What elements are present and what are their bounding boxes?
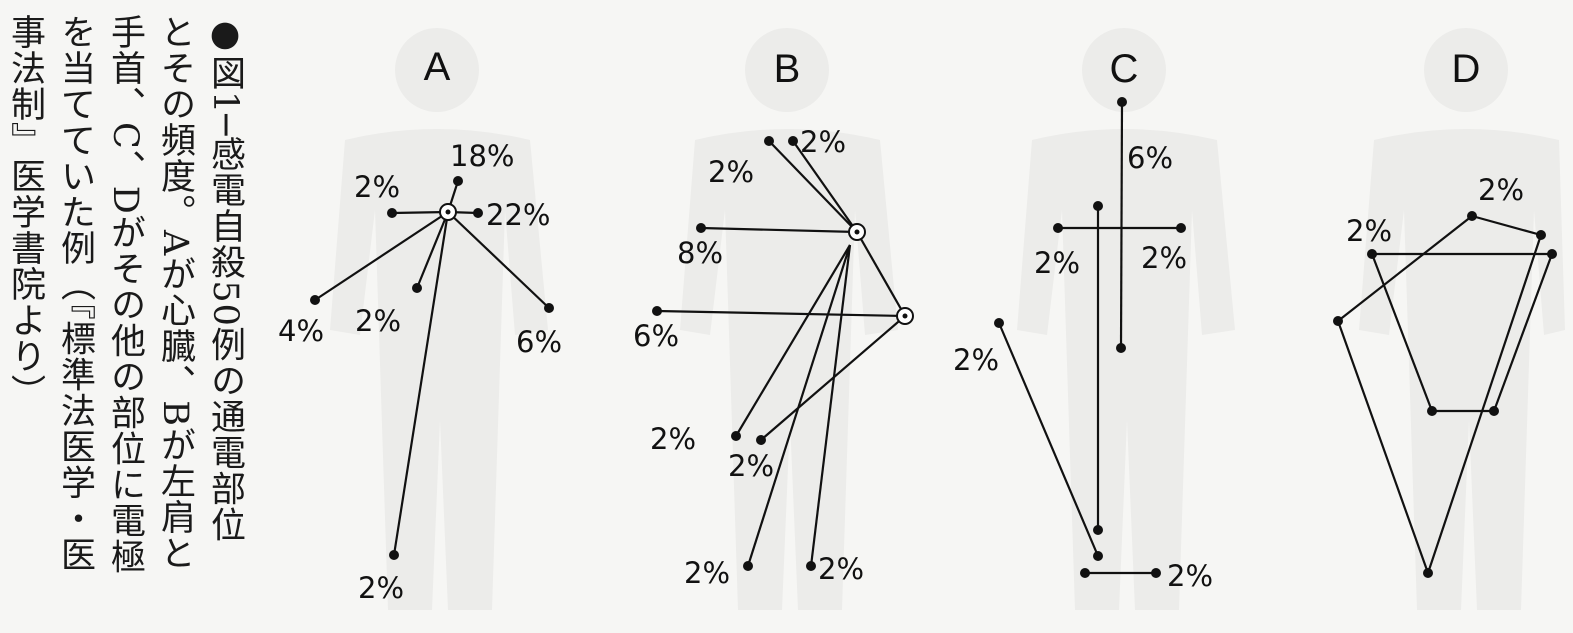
percent-label: 18% bbox=[450, 139, 514, 173]
percent-label: 2% bbox=[684, 556, 730, 590]
electrode-dot bbox=[696, 223, 706, 233]
labels-c: 6% 2% 2% 2% 2% bbox=[953, 141, 1213, 593]
electrode-dot bbox=[1367, 249, 1377, 259]
percent-label: 2% bbox=[1478, 173, 1524, 207]
electrode-dot bbox=[1116, 343, 1126, 353]
caption-line-3: 手首、C、Dがその他の部位に電極 bbox=[105, 14, 145, 575]
electrode-dot bbox=[1176, 223, 1186, 233]
electrode-dot bbox=[764, 136, 774, 146]
labels-a: 18% 2% 22% 4% 2% 6% 2% bbox=[278, 139, 562, 605]
percent-label: 2% bbox=[354, 170, 400, 204]
caption-line-2: とその頻度。Aが心臓、Bが左肩と bbox=[155, 14, 195, 571]
electrode-dot bbox=[1489, 406, 1499, 416]
percent-label: 2% bbox=[708, 155, 754, 189]
electrode-dot bbox=[731, 431, 741, 441]
percent-label: 2% bbox=[355, 304, 401, 338]
wires-b bbox=[656, 140, 906, 567]
wires-a bbox=[314, 180, 550, 556]
electrode-dot bbox=[756, 435, 766, 445]
labels-d: 2% 2% bbox=[1346, 173, 1524, 248]
electrode-dot bbox=[1151, 568, 1161, 578]
electrodes-a bbox=[310, 176, 554, 560]
caption-line-1: ●図1─感電自殺50例の通電部位 bbox=[205, 14, 245, 543]
electrode-dot bbox=[389, 550, 399, 560]
percent-label: 2% bbox=[818, 552, 864, 586]
figure-caption: ●図1─感電自殺50例の通電部位 とその頻度。Aが心臓、Bが左肩と 手首、C、D… bbox=[0, 14, 250, 624]
body-silhouette-c bbox=[1017, 28, 1235, 610]
panel-title-b: B bbox=[774, 47, 801, 91]
body-silhouette-a bbox=[330, 28, 548, 610]
body-silhouette-b bbox=[680, 28, 898, 610]
percent-label: 22% bbox=[486, 198, 550, 232]
percent-label: 2% bbox=[953, 343, 999, 377]
electrode-dot bbox=[1536, 230, 1546, 240]
electrode-dot bbox=[652, 306, 662, 316]
percent-label: 2% bbox=[1167, 559, 1213, 593]
wires-d bbox=[1336, 214, 1554, 574]
electrodes-c bbox=[994, 97, 1186, 578]
electrode-dot bbox=[1053, 223, 1063, 233]
electrode-dot bbox=[994, 318, 1004, 328]
percent-label: 2% bbox=[1141, 241, 1187, 275]
electrode-dot bbox=[1093, 201, 1103, 211]
electrode-dot bbox=[788, 136, 798, 146]
percent-label: 2% bbox=[1034, 246, 1080, 280]
electrode-dot bbox=[387, 208, 397, 218]
electrode-dot bbox=[1333, 316, 1343, 326]
electrode-dot bbox=[1093, 525, 1103, 535]
electrode-dot bbox=[1080, 568, 1090, 578]
wires-c bbox=[997, 101, 1181, 575]
percent-label: 2% bbox=[800, 125, 846, 159]
electrode-dot bbox=[1117, 97, 1127, 107]
percent-label: 2% bbox=[1346, 214, 1392, 248]
panel-title-a: A bbox=[424, 45, 451, 89]
percent-label: 6% bbox=[1127, 141, 1173, 175]
electrode-dot bbox=[310, 295, 320, 305]
percent-label: 2% bbox=[650, 422, 696, 456]
percent-label: 2% bbox=[728, 449, 774, 483]
body-silhouette-d bbox=[1359, 28, 1565, 610]
percent-label: 6% bbox=[633, 319, 679, 353]
electrode-dot bbox=[1547, 249, 1557, 259]
electrode-dot bbox=[412, 283, 422, 293]
panel-a: A 18% 2% 22% 4% 2% 6% bbox=[278, 28, 562, 610]
electrode-dot bbox=[1423, 568, 1433, 578]
labels-b: 2% 2% 8% 6% 2% 2% 2% 2% bbox=[633, 125, 864, 590]
electrodes-d bbox=[1333, 211, 1557, 578]
electrodes-b bbox=[652, 136, 914, 571]
electrode-dot bbox=[1427, 406, 1437, 416]
percent-label: 2% bbox=[358, 571, 404, 605]
electrode-dot bbox=[1093, 551, 1103, 561]
electrode-dot bbox=[743, 561, 753, 571]
electrode-dot bbox=[544, 303, 554, 313]
panel-title-c: C bbox=[1110, 47, 1139, 91]
electrode-dot bbox=[453, 176, 463, 186]
percent-label: 6% bbox=[516, 325, 562, 359]
panel-d: D 2% 2% bbox=[1333, 28, 1565, 610]
electrode-dot bbox=[473, 208, 483, 218]
electrode-dot bbox=[806, 561, 816, 571]
caption-line-5: 事法制』医学書院より） bbox=[5, 14, 45, 410]
panel-title-d: D bbox=[1452, 47, 1481, 91]
panel-b: B 2% 2% 8% bbox=[633, 28, 914, 610]
panel-c: C 6% 2% 2% 2% 2% bbox=[953, 28, 1235, 610]
percent-label: 8% bbox=[677, 236, 723, 270]
electrode-dot bbox=[1467, 211, 1477, 221]
percent-label: 4% bbox=[278, 314, 324, 348]
caption-line-4: を当てていた例（『標準法医学・医 bbox=[55, 14, 95, 573]
